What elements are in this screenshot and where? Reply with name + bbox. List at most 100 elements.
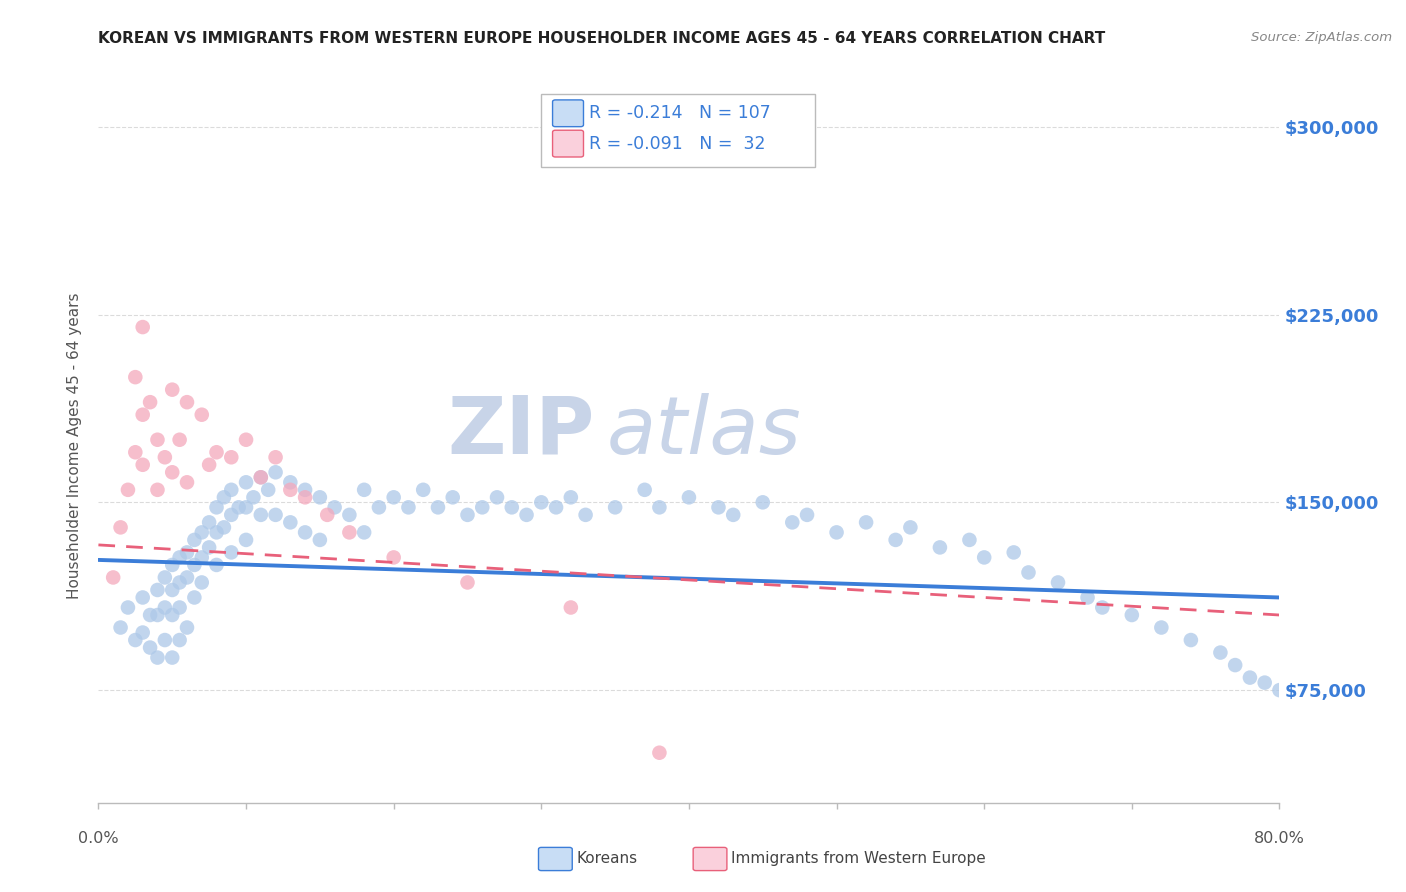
Point xyxy=(1327,700,1350,714)
Point xyxy=(353,483,375,497)
Point xyxy=(396,500,419,515)
Point xyxy=(1046,575,1069,590)
Text: R = -0.091   N =  32: R = -0.091 N = 32 xyxy=(589,135,766,153)
Point xyxy=(678,491,700,505)
Point xyxy=(183,558,205,572)
Point xyxy=(257,483,280,497)
Point xyxy=(250,508,273,522)
Text: ZIP: ZIP xyxy=(447,392,595,471)
Point xyxy=(723,508,745,522)
Point xyxy=(825,525,848,540)
Point xyxy=(294,483,316,497)
Text: atlas: atlas xyxy=(606,392,801,471)
Point xyxy=(176,475,198,490)
Point xyxy=(309,491,332,505)
Point xyxy=(264,508,287,522)
Point xyxy=(212,520,235,534)
Point xyxy=(242,491,264,505)
Point xyxy=(162,465,183,479)
Point xyxy=(191,525,214,540)
Point xyxy=(124,370,146,384)
Point xyxy=(162,582,183,597)
Point xyxy=(486,491,509,505)
Point xyxy=(250,470,273,484)
Point xyxy=(751,495,773,509)
Point xyxy=(309,533,332,547)
Point xyxy=(264,450,287,465)
Point xyxy=(153,600,176,615)
Point xyxy=(1298,696,1320,710)
Text: 80.0%: 80.0% xyxy=(1254,831,1305,846)
Point xyxy=(169,550,191,565)
Point xyxy=(382,491,405,505)
Point xyxy=(323,500,346,515)
Point xyxy=(855,516,877,530)
Point xyxy=(441,491,464,505)
Text: KOREAN VS IMMIGRANTS FROM WESTERN EUROPE HOUSEHOLDER INCOME AGES 45 - 64 YEARS C: KOREAN VS IMMIGRANTS FROM WESTERN EUROPE… xyxy=(98,31,1105,46)
Point xyxy=(153,450,176,465)
Point xyxy=(515,508,537,522)
Point xyxy=(546,500,568,515)
Point xyxy=(250,470,273,484)
Point xyxy=(198,541,221,555)
Point xyxy=(574,508,596,522)
Point xyxy=(153,570,176,584)
Y-axis label: Householder Income Ages 45 - 64 years: Householder Income Ages 45 - 64 years xyxy=(67,293,83,599)
Point xyxy=(139,395,162,409)
Point xyxy=(1002,545,1025,559)
Point xyxy=(427,500,450,515)
Point xyxy=(1017,566,1039,580)
Point xyxy=(183,533,205,547)
Point xyxy=(146,483,169,497)
Point xyxy=(183,591,205,605)
Point xyxy=(1150,621,1173,635)
Text: Source: ZipAtlas.com: Source: ZipAtlas.com xyxy=(1251,31,1392,45)
Text: 0.0%: 0.0% xyxy=(79,831,118,846)
Point xyxy=(162,558,183,572)
Point xyxy=(162,607,183,622)
Point xyxy=(191,575,214,590)
Point xyxy=(117,483,139,497)
Point xyxy=(219,545,242,559)
Point xyxy=(1254,675,1277,690)
Point xyxy=(153,633,176,648)
Point xyxy=(219,450,242,465)
Point xyxy=(191,408,214,422)
Point xyxy=(169,433,191,447)
Point xyxy=(368,500,391,515)
Point xyxy=(146,607,169,622)
Point xyxy=(117,600,139,615)
Point xyxy=(264,465,287,479)
Point xyxy=(278,475,302,490)
Point xyxy=(162,650,183,665)
Point xyxy=(146,433,169,447)
Point xyxy=(1268,683,1291,698)
Point xyxy=(219,483,242,497)
Text: Immigrants from Western Europe: Immigrants from Western Europe xyxy=(731,851,986,865)
Point xyxy=(198,516,221,530)
Point xyxy=(235,533,257,547)
Point xyxy=(110,621,132,635)
Point xyxy=(235,500,257,515)
Point xyxy=(169,575,191,590)
Point xyxy=(124,633,146,648)
Point xyxy=(235,433,257,447)
Text: R = -0.214   N = 107: R = -0.214 N = 107 xyxy=(589,104,770,122)
Point xyxy=(633,483,655,497)
Point xyxy=(959,533,981,547)
Point xyxy=(176,395,198,409)
Point xyxy=(132,320,155,334)
Point xyxy=(278,483,302,497)
Point xyxy=(782,516,804,530)
Point xyxy=(176,545,198,559)
Point xyxy=(176,570,198,584)
Point xyxy=(1223,658,1246,673)
Point xyxy=(353,525,375,540)
Point xyxy=(294,491,316,505)
Point xyxy=(1282,690,1305,705)
Point xyxy=(501,500,523,515)
Point xyxy=(169,633,191,648)
Point xyxy=(339,508,360,522)
Point xyxy=(294,525,316,540)
Point xyxy=(132,458,155,472)
